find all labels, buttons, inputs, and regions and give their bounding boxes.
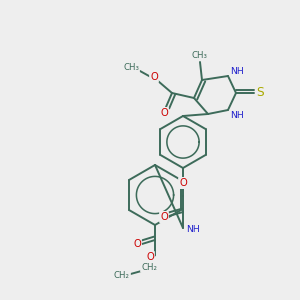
Text: CH₃: CH₃ [192,50,208,59]
Text: NH: NH [186,226,200,235]
Text: O: O [133,239,141,249]
Text: O: O [179,178,187,188]
Text: O: O [150,72,158,82]
Text: CH₂: CH₂ [141,262,157,272]
Text: S: S [256,86,264,100]
Text: CH₂: CH₂ [114,272,130,280]
Text: CH₃: CH₃ [123,64,139,73]
Text: O: O [160,212,168,222]
Text: NH: NH [230,67,244,76]
Text: O: O [160,108,168,118]
Text: O: O [146,252,154,262]
Text: NH: NH [230,110,244,119]
